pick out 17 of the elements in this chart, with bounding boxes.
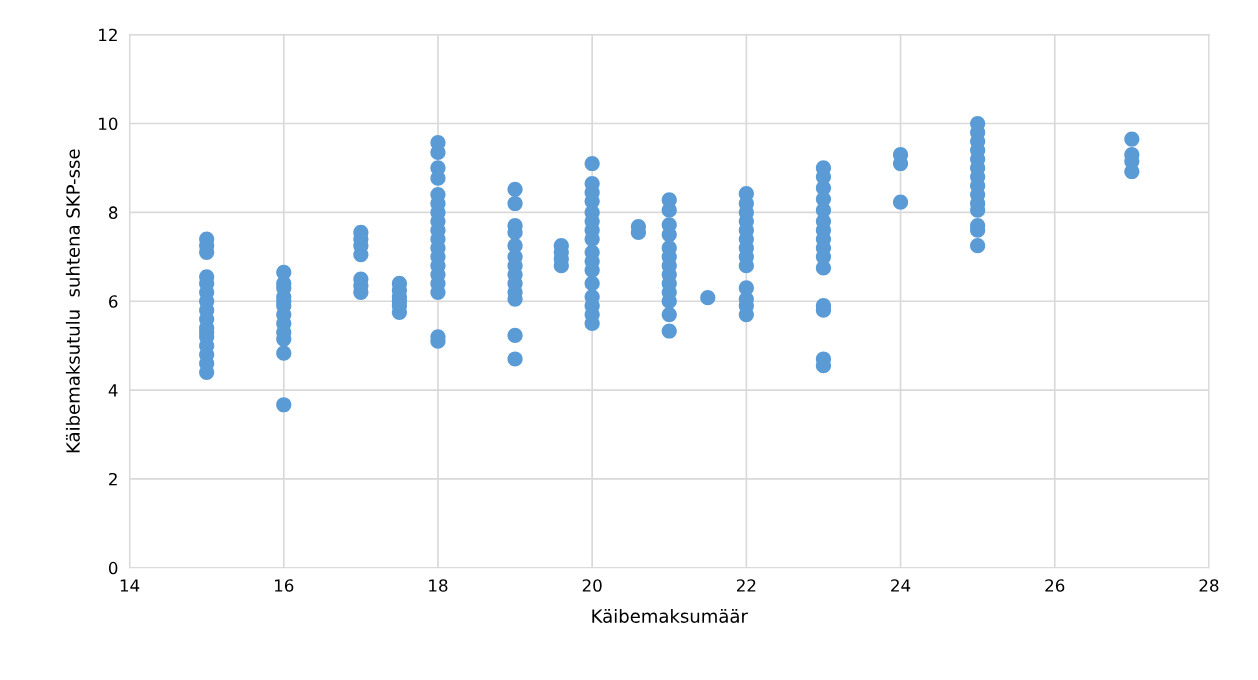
x-axis-title: Käibemaksumäär — [592, 608, 748, 623]
x-tick-label: 28 — [1199, 579, 1219, 592]
y-tick-label: 12 — [99, 28, 117, 42]
x-tick-label: 14 — [120, 579, 140, 592]
x-tick-label: 20 — [582, 579, 602, 592]
x-tick-label: 16 — [275, 579, 294, 592]
x-tick-label: 24 — [891, 579, 911, 592]
x-tick-label: 18 — [429, 579, 448, 592]
y-tick-label: 2 — [109, 472, 117, 486]
x-tick-label: 22 — [736, 579, 756, 592]
y-tick-label: 10 — [99, 117, 118, 131]
y-tick-label: 4 — [108, 384, 118, 397]
y-tick-label: 6 — [109, 295, 118, 308]
x-tick-label: 26 — [1045, 579, 1065, 592]
y-tick-label: 0 — [108, 561, 118, 575]
y-axis-title: Käibemaksutulu suhtena SKP-sse — [65, 149, 80, 453]
y-tick-label: 8 — [108, 206, 118, 219]
